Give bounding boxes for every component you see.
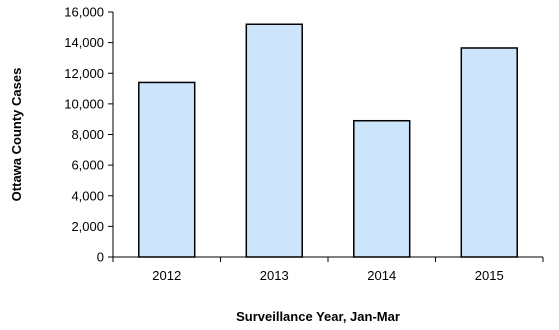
y-axis-title: Ottawa County Cases <box>9 68 24 202</box>
y-tick-label: 8,000 <box>71 127 104 142</box>
y-tick-label: 0 <box>97 250 104 265</box>
bar-2015 <box>460 47 518 258</box>
y-tick-label: 10,000 <box>64 96 104 111</box>
bar-2014 <box>353 119 411 258</box>
bar-2013 <box>245 23 303 258</box>
y-axis-ticks: 0 2,000 4,000 6,000 8,000 10,000 12,000 14,000 1… <box>64 5 113 265</box>
bars <box>138 23 518 258</box>
x-axis-ticks: 2012 2013 2014 2015 <box>112 257 544 283</box>
x-tick-label: 2014 <box>367 268 396 283</box>
x-tick-label: 2013 <box>260 268 289 283</box>
y-tick-label: 16,000 <box>64 5 104 20</box>
x-tick-label: 2012 <box>152 268 181 283</box>
x-tick-label: 2015 <box>475 268 504 283</box>
y-tick-label: 2,000 <box>71 219 104 234</box>
x-axis-title: Surveillance Year, Jan-Mar <box>236 309 400 324</box>
y-tick-label: 14,000 <box>64 35 104 50</box>
y-tick-label: 4,000 <box>71 188 104 203</box>
y-tick-label: 6,000 <box>71 158 104 173</box>
y-tick-label: 12,000 <box>64 66 104 81</box>
bar-2012 <box>138 81 196 258</box>
